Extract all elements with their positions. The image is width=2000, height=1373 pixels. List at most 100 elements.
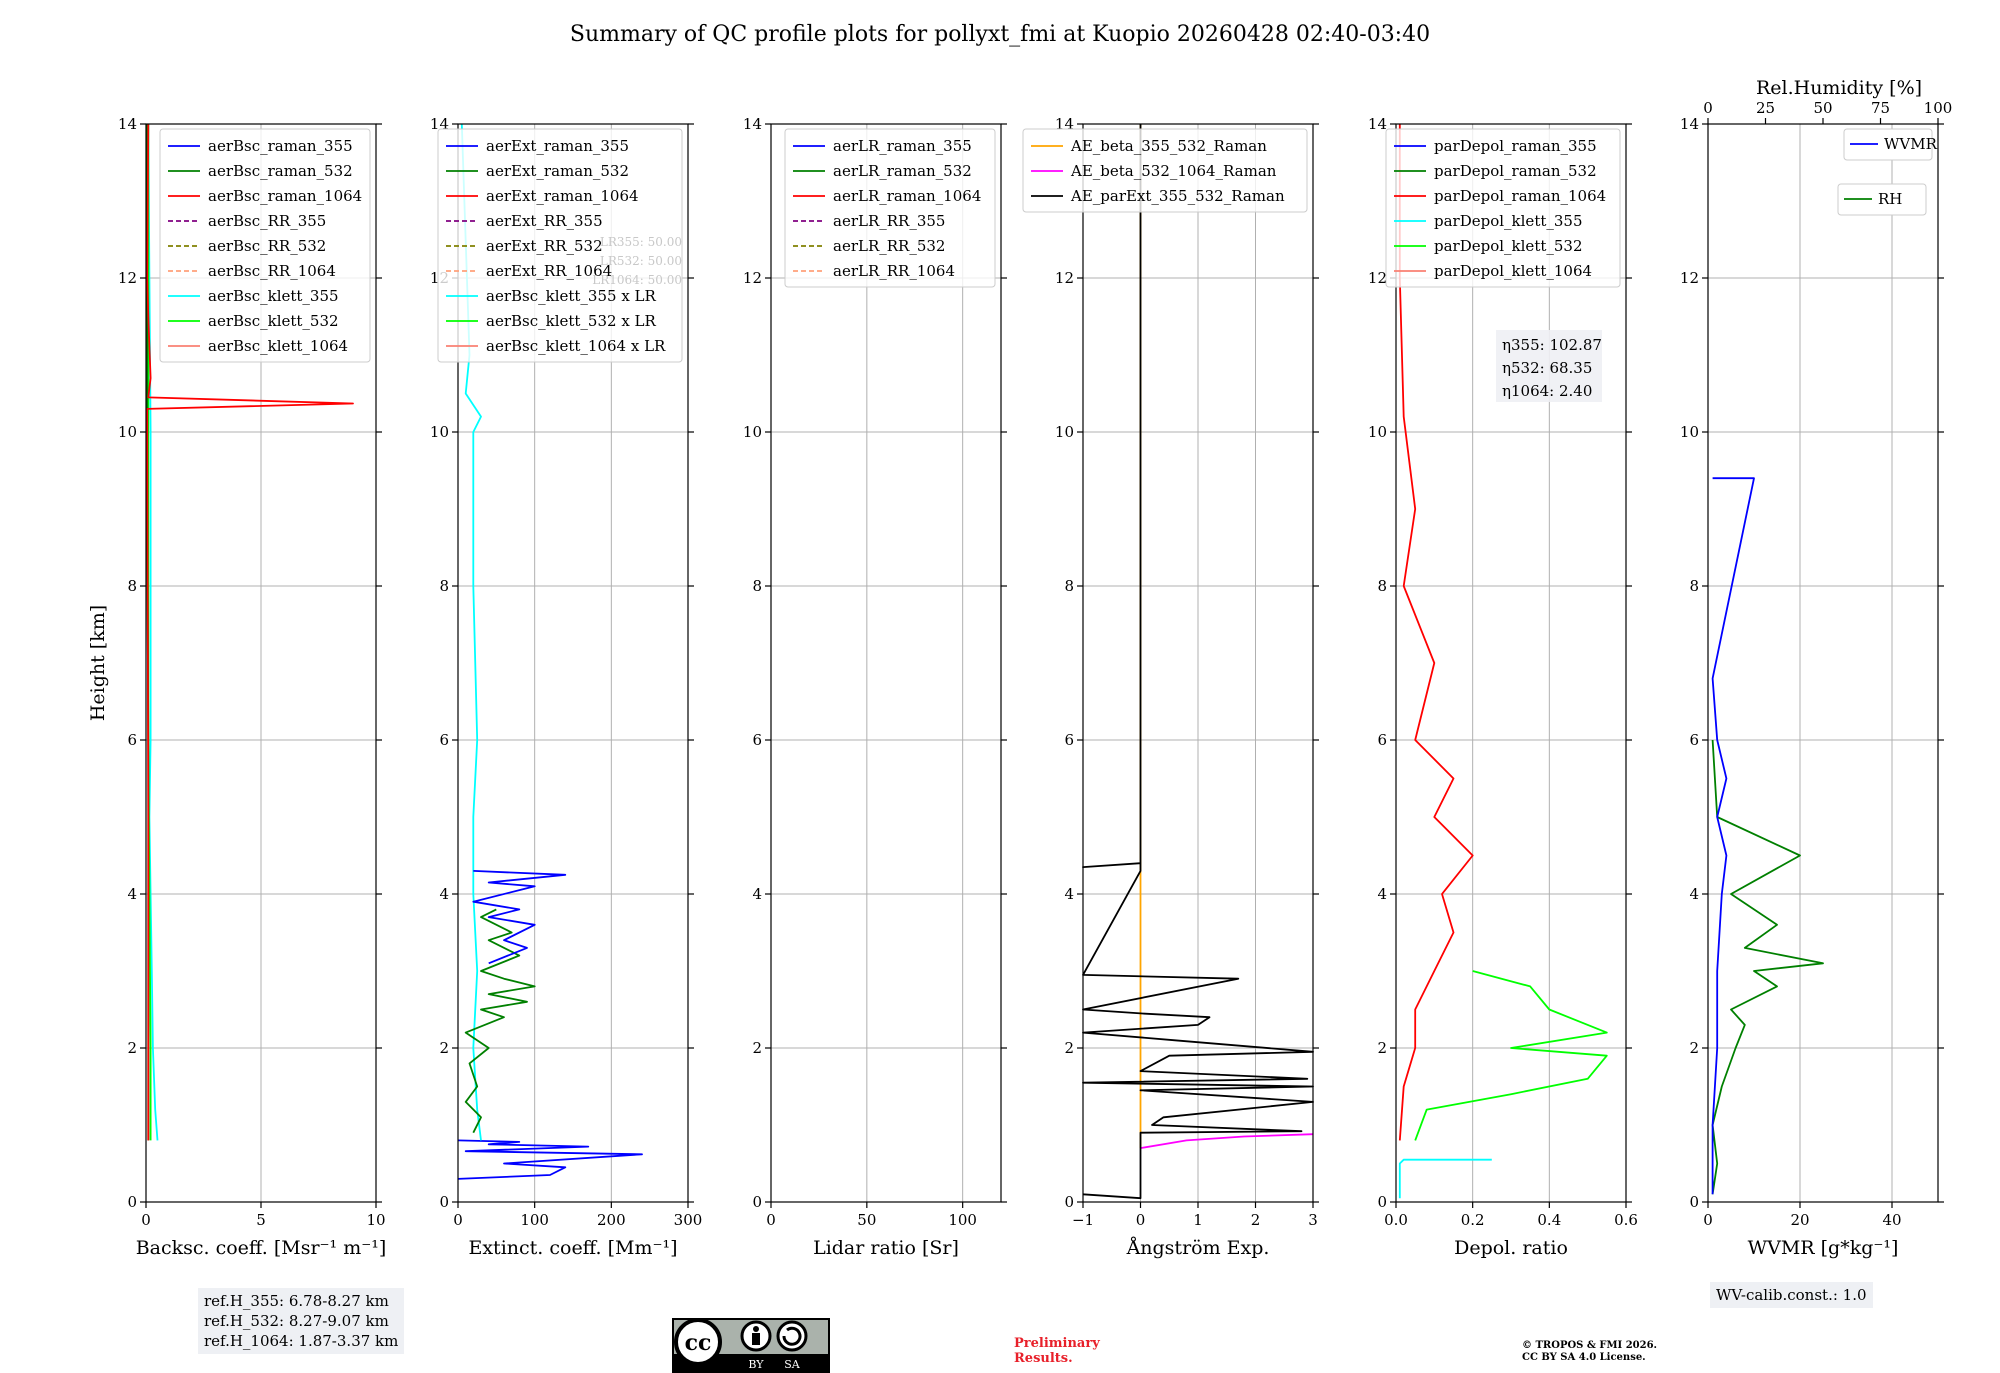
series-aerBsc_klett_355 x LR [460, 123, 482, 1141]
x-tick-label: 0 [453, 1211, 463, 1229]
x-tick-label: 0.6 [1614, 1211, 1638, 1229]
x-axis-label: Extinct. coeff. [Mm⁻¹] [468, 1237, 677, 1259]
y-tick-label: 6 [439, 731, 449, 749]
legend-label: aerLR_raman_532 [833, 162, 972, 180]
panel-extinction: 010020030002468101214Extinct. coeff. [Mm… [430, 115, 702, 1259]
eta-box [1496, 330, 1602, 402]
x-tick-label: 20 [1790, 1211, 1809, 1229]
copyright-line-1: © TROPOS & FMI 2026. [1522, 1340, 1658, 1351]
x-tick-label: 1 [1193, 1211, 1203, 1229]
wv-calib-const: WV-calib.const.: 1.0 [1716, 1286, 1867, 1304]
x-tick-label: 0 [1136, 1211, 1146, 1229]
legend-box [1837, 183, 1927, 216]
x-tick-label: 200 [597, 1211, 626, 1229]
legend-label: aerBsc_klett_532 [208, 312, 339, 330]
eta-label: η532: 68.35 [1502, 359, 1592, 377]
legend: aerLR_raman_355 aerLR_raman_532 aerLR_rama… [784, 128, 996, 288]
panel-lidar_ratio: 0 50 100 0 2 4 6 8 10 12 14 Lidar ratio [Sr] aerLR_r… [743, 115, 1007, 1259]
preliminary-line-2: Results. [1014, 1351, 1073, 1366]
lr-label: LR532: 50.00 [600, 254, 682, 268]
y-tick-label: 10 [1055, 423, 1074, 441]
axes-frame [1707, 123, 1939, 1203]
x-tick-label: 100 [520, 1211, 549, 1229]
series-aerExt_raman_355 [457, 1139, 643, 1180]
legend-label: parDepol_klett_532 [1434, 237, 1583, 255]
series-parDepol_klett_532 [1414, 970, 1608, 1141]
y-tick-label: 2 [127, 1039, 137, 1057]
top-tick-label: 50 [1813, 99, 1832, 117]
legend-label: aerLR_RR_355 [833, 212, 945, 230]
x-axis-label: Depol. ratio [1454, 1237, 1568, 1259]
x-tick-label: 0.2 [1461, 1211, 1485, 1229]
preliminary-line-1: Preliminary [1014, 1336, 1100, 1351]
y-tick-label: 4 [439, 885, 449, 903]
ref-height-1064: ref.H_1064: 1.87-3.37 km [204, 1332, 399, 1350]
legend-label: aerBsc_klett_1064 x LR [486, 337, 666, 355]
y-tick-label: 4 [1377, 885, 1387, 903]
y-tick-label: 10 [1368, 423, 1387, 441]
legend-label: aerExt_raman_532 [486, 162, 629, 180]
legend-label: aerLR_RR_1064 [833, 262, 955, 280]
y-tick-label: 10 [1680, 423, 1699, 441]
x-tick-label: 3 [1308, 1211, 1318, 1229]
x-tick-label: 50 [857, 1211, 876, 1229]
ref-height-355: ref.H_355: 6.78-8.27 km [204, 1292, 389, 1310]
legend-label: aerExt_RR_355 [486, 212, 603, 230]
y-tick-label: 6 [1064, 731, 1074, 749]
legend-label: aerExt_raman_355 [486, 137, 629, 155]
y-tick-label: 6 [752, 731, 762, 749]
y-tick-label: 0 [1689, 1193, 1699, 1211]
axes-frame [1395, 123, 1627, 1203]
series-aerBsc_raman_1064 [146, 123, 354, 1141]
x-axis-label: Backsc. coeff. [Msr⁻¹ m⁻¹] [136, 1237, 387, 1259]
legend-label: aerBsc_raman_355 [208, 137, 353, 155]
y-tick-label: 8 [1064, 577, 1074, 595]
y-tick-label: 2 [752, 1039, 762, 1057]
y-tick-label: 14 [1680, 115, 1699, 133]
y-tick-label: 4 [1064, 885, 1074, 903]
y-tick-label: 6 [1377, 731, 1387, 749]
legend-label: WVMR [1884, 135, 1938, 153]
top-tick-label: 0 [1703, 99, 1713, 117]
legend: aerBsc_raman_355 aerBsc_raman_532 aerBsc_r… [159, 128, 371, 363]
y-axis-label: Height [km] [87, 605, 109, 721]
y-tick-label: 8 [752, 577, 762, 595]
legend-label: aerBsc_RR_355 [208, 212, 326, 230]
y-tick-label: 8 [439, 577, 449, 595]
top-tick-label: 75 [1871, 99, 1890, 117]
y-tick-label: 2 [1064, 1039, 1074, 1057]
series-aerExt_raman_532 [464, 908, 536, 1134]
legend-label: parDepol_raman_355 [1434, 137, 1597, 155]
y-tick-label: 6 [127, 731, 137, 749]
x-tick-label: 10 [366, 1211, 385, 1229]
y-tick-label: 0 [752, 1193, 762, 1211]
y-tick-label: 4 [1689, 885, 1699, 903]
top-tick-label: 25 [1756, 99, 1775, 117]
legend: AE_beta_355_532_Raman AE_beta_532_1064_Ra… [1022, 128, 1308, 213]
lr-label: LR355: 50.00 [600, 235, 682, 249]
x-tick-label: 0 [141, 1211, 151, 1229]
axes-frame [770, 123, 1002, 1203]
legend-label: parDepol_raman_532 [1434, 162, 1597, 180]
legend: parDepol_raman_355 parDepol_raman_532 parD… [1385, 128, 1621, 288]
legend-label: aerBsc_raman_1064 [208, 187, 362, 205]
x-axis-label: Lidar ratio [Sr] [813, 1237, 959, 1259]
legend-label: AE_beta_532_1064_Raman [1070, 162, 1277, 180]
legend-label: aerBsc_klett_532 x LR [486, 312, 657, 330]
legend-label: parDepol_klett_355 [1434, 212, 1583, 230]
legend-box [1385, 128, 1621, 288]
legend-label: parDepol_klett_1064 [1434, 262, 1592, 280]
x-tick-label: 0 [766, 1211, 776, 1229]
y-tick-label: 4 [127, 885, 137, 903]
legend-label: AE_beta_355_532_Raman [1070, 137, 1267, 155]
y-tick-label: 12 [1680, 269, 1699, 287]
legend-box [159, 128, 371, 363]
legend-box [437, 128, 683, 363]
y-tick-label: 10 [430, 423, 449, 441]
x-tick-label: 5 [256, 1211, 266, 1229]
attribution-head [753, 1326, 759, 1332]
y-tick-label: 4 [752, 885, 762, 903]
x-tick-label: 100 [948, 1211, 977, 1229]
